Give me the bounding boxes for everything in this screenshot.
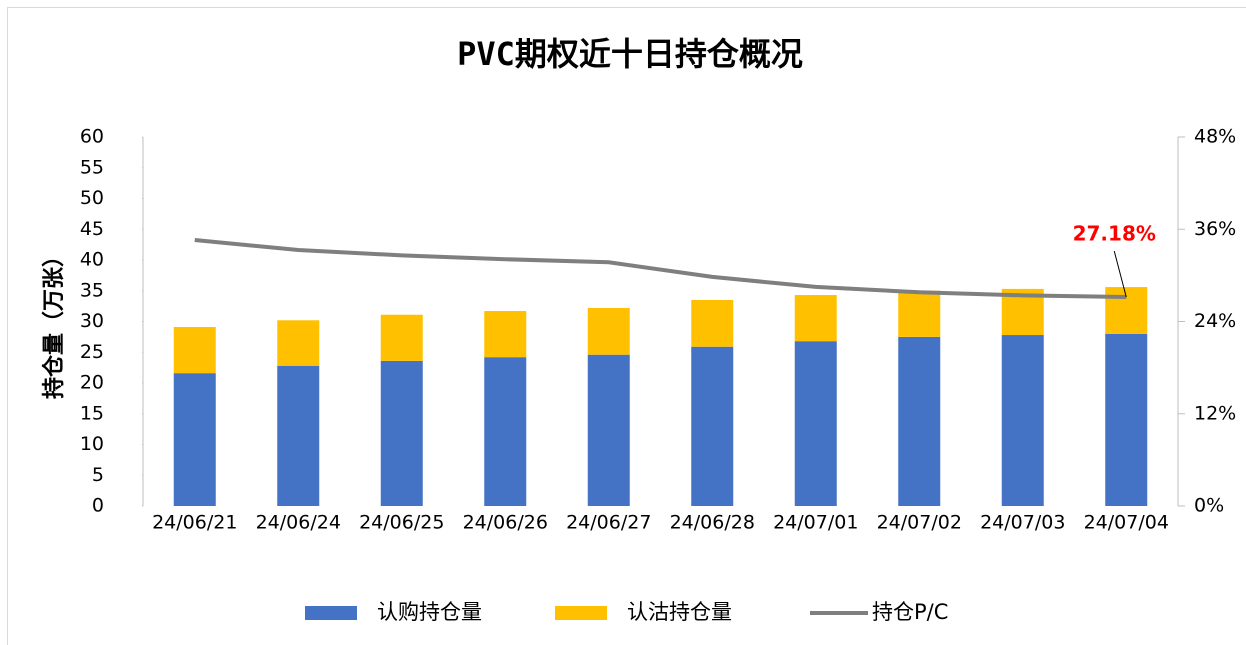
bar [898,336,941,506]
bar [380,360,423,506]
bar [173,373,216,506]
y-tick-label: 60 [80,126,104,148]
x-tick-label: 24/06/25 [359,512,444,534]
y2-tick-label: 12% [1194,402,1236,424]
y-axis-label: 持仓量（万张） [41,245,67,399]
y2-tick-label: 24% [1194,310,1236,332]
bar [277,320,320,366]
x-tick-label: 24/07/01 [773,512,858,534]
x-tick-label: 24/06/27 [566,512,651,534]
y2-tick-label: 48% [1194,126,1236,148]
legend-label: 持仓P/C [872,600,948,624]
x-tick-label: 24/07/02 [877,512,962,534]
y-tick-label: 0 [92,495,104,517]
bar [587,354,630,506]
legend-swatch [555,606,607,620]
y-tick-label: 15 [80,402,104,424]
data-label: 27.18% [1073,222,1156,246]
x-tick-label: 24/07/03 [980,512,1065,534]
legend-label: 认购持仓量 [377,600,482,624]
bar [277,365,320,506]
bar [898,290,941,337]
y-tick-label: 25 [80,341,104,363]
x-tick-label: 24/06/28 [670,512,755,534]
y-tick-label: 20 [80,372,104,394]
y-tick-label: 45 [80,218,104,240]
line [194,238,1127,300]
bar [587,307,630,355]
x-tick-label: 24/07/04 [1084,512,1169,534]
bar [1001,335,1044,506]
bar [173,327,216,374]
bar [1105,333,1148,506]
y-tick-label: 5 [92,464,104,486]
bar [1105,287,1148,334]
x-tick-label: 24/06/24 [256,512,341,534]
bar [691,299,734,347]
x-tick-label: 24/06/21 [152,512,237,534]
bar [380,314,423,361]
legend-label: 认沽持仓量 [627,600,732,624]
x-tick-label: 24/06/26 [463,512,548,534]
y2-tick-label: 36% [1194,218,1236,240]
chart-title: PVC期权近十日持仓概况 [457,35,803,73]
y-tick-label: 40 [80,249,104,271]
annotation-leader [1113,250,1127,298]
legend-swatch [305,606,357,620]
bar [794,341,837,506]
y-tick-label: 10 [80,433,104,455]
bar [794,295,837,342]
y-tick-label: 35 [80,279,104,301]
y-tick-label: 30 [80,310,104,332]
bar [691,346,734,506]
y-tick-label: 50 [80,187,104,209]
y2-tick-label: 0% [1194,495,1224,517]
y-tick-label: 55 [80,156,104,178]
bar [484,311,527,358]
bar [484,357,527,506]
